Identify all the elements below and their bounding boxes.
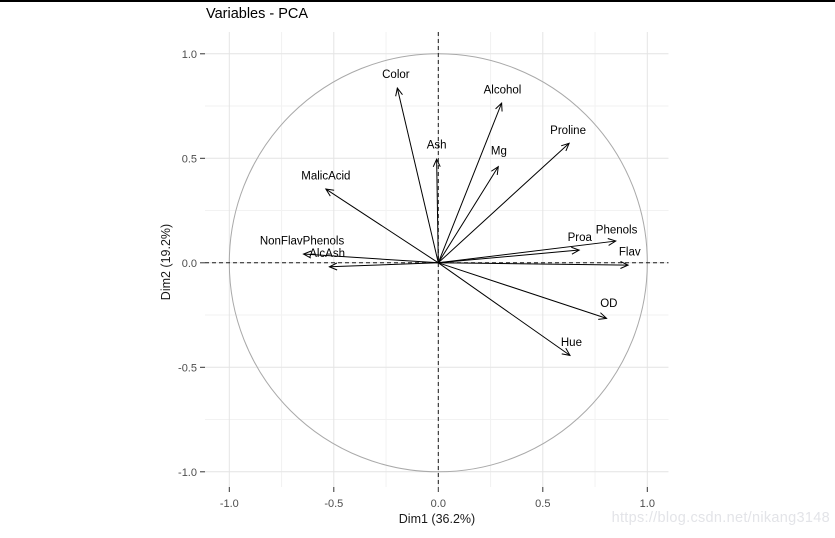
x-tick-label: -1.0 (220, 498, 239, 510)
variable-arrow-mg (437, 165, 499, 264)
x-tick-label: 1.0 (640, 498, 655, 510)
variable-arrow-phenols (438, 238, 617, 264)
zero-axes (205, 32, 669, 487)
y-axis-title: Dim2 (19.2%) (159, 223, 173, 301)
axis-ticks: -1.0 -0.5 0.0 0.5 1.0 -1.0 -0.5 0.0 0.5 1.0 (178, 49, 655, 510)
variable-arrow-proline (437, 142, 571, 264)
watermark-text: https://blog.csdn.net/nikang3148 (611, 510, 830, 526)
x-tick-label: 0.5 (535, 498, 550, 510)
variable-arrow-nonflavphenols (302, 250, 439, 264)
variable-label-hue: Hue (561, 337, 582, 349)
y-tick-label: 0.0 (182, 258, 197, 270)
y-tick-label: 1.0 (182, 49, 197, 61)
variable-label-alcash: AlcAsh (309, 248, 345, 260)
variable-label-alcohol: Alcohol (484, 85, 522, 97)
variable-label-color: Color (382, 69, 410, 81)
variable-arrow-proa (438, 246, 581, 264)
variable-arrow-malicacid (324, 188, 439, 264)
variable-label-proa: Proa (568, 232, 593, 244)
variable-arrow-flav (438, 261, 630, 269)
plot-title: Variables - PCA (206, 6, 309, 22)
variable-label-proline: Proline (550, 125, 586, 137)
x-axis-title: Dim1 (36.2%) (398, 512, 476, 526)
variable-arrow-hue (438, 262, 571, 357)
y-tick-label: 0.5 (182, 153, 197, 165)
variable-arrow-alcohol (437, 102, 503, 263)
variable-label-od: OD (600, 298, 617, 310)
y-tick-label: -1.0 (178, 467, 197, 479)
variable-label-phenols: Phenols (596, 225, 638, 237)
variable-labels: Color Alcohol Ash Mg Proline MalicAcid NonFlav… (260, 69, 641, 349)
variable-label-flav: Flav (619, 247, 641, 259)
variable-label-malicacid: MalicAcid (301, 170, 350, 182)
y-tick-label: -0.5 (178, 362, 197, 374)
variable-arrow-color (395, 86, 439, 263)
grid-minor (205, 32, 669, 487)
variable-arrows (302, 86, 630, 357)
variable-arrow-od (438, 262, 608, 320)
x-tick-label: -0.5 (324, 498, 343, 510)
variable-label-nonflavphenols: NonFlavPhenols (260, 236, 345, 248)
x-tick-label: 0.0 (431, 498, 446, 510)
variable-arrow-ash (432, 157, 441, 263)
window-top-border (0, 0, 835, 2)
variable-label-mg: Mg (491, 145, 507, 157)
variable-label-ash: Ash (427, 139, 447, 151)
grid-major (205, 32, 669, 487)
variable-arrow-alcash (328, 262, 439, 271)
